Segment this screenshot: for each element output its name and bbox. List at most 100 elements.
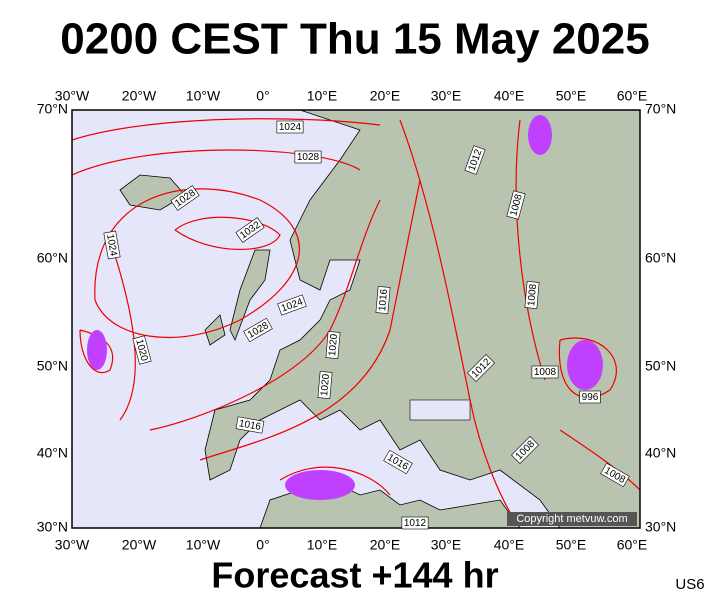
isobar-label: 1008 [531, 365, 559, 379]
isobar-label: 1020 [317, 371, 333, 399]
isobar-label-box [325, 331, 341, 359]
isobar-label-box [235, 217, 265, 243]
latitude-label: 50°N [645, 358, 676, 374]
isobar-label: 1020 [325, 331, 341, 359]
isobar [71, 149, 361, 176]
isobar-label-box [103, 230, 121, 260]
forecast-label: Forecast +144 hr [211, 555, 498, 596]
isobar-label-text: 1020 [327, 333, 340, 357]
model-label: US6 [675, 576, 704, 593]
isobar-label-box [235, 416, 265, 434]
isobar-label-text: 1012 [404, 518, 427, 529]
longitude-label: 20°W [122, 88, 157, 104]
isobar-label-box [464, 145, 486, 175]
isobar [558, 337, 617, 399]
latitude-label: 30°N [37, 519, 68, 535]
copyright: Copyright metvuw.com [516, 513, 627, 525]
longitude-label: 30°W [55, 88, 90, 104]
isobar-label: 1012 [401, 516, 429, 530]
rain-area [567, 340, 603, 390]
isobar-label-box [579, 390, 601, 404]
isobar-label-text: 996 [582, 392, 599, 403]
isobar-label-box [383, 449, 413, 475]
isobar-label-box [531, 365, 559, 379]
latitude-label: 70°N [645, 101, 676, 117]
map-frame [71, 109, 641, 529]
latitude-label: 60°N [645, 250, 676, 266]
isobar-label-text: 1028 [297, 152, 320, 163]
land [119, 109, 641, 529]
isobar [199, 179, 421, 461]
longitude-label: 10°E [307, 88, 338, 104]
longitude-label: 30°W [55, 537, 90, 553]
isobar-label-box [294, 150, 322, 164]
longitude-label: 0° [256, 88, 269, 104]
latitude-label: 40°N [645, 445, 676, 461]
isobar-label-box [375, 286, 391, 314]
longitude-label: 10°W [186, 537, 221, 553]
isobar [71, 118, 381, 141]
isobar-label-box [467, 354, 495, 382]
isobar-label: 1008 [506, 190, 526, 220]
isobar-label-text: 1016 [377, 288, 390, 312]
isobar-label-box [132, 335, 152, 365]
isobar-label-box [524, 281, 540, 309]
isobars [71, 118, 641, 529]
longitude-label: 20°W [122, 537, 157, 553]
isobar-label: 1028 [294, 150, 322, 164]
isobar-label-text: 1024 [279, 122, 302, 133]
isobar-label-box [600, 462, 630, 488]
latitude-label: 30°N [645, 519, 676, 535]
latitude-label: 70°N [37, 101, 68, 117]
copyright-box [507, 512, 637, 526]
longitude-label: 40°E [494, 88, 525, 104]
longitude-label: 10°W [186, 88, 221, 104]
longitude-label: 10°E [307, 537, 338, 553]
isobar-label: 1024 [276, 120, 304, 134]
longitude-label: 0° [256, 537, 269, 553]
isobar [109, 239, 136, 421]
isobar-label-box [511, 436, 539, 464]
isobar-label: 1008 [524, 281, 540, 309]
map: Copyright metvuw.com [71, 109, 641, 529]
isobar-label-box [276, 120, 304, 134]
isobar [559, 429, 641, 491]
europe-asia [204, 109, 641, 529]
isobar [399, 119, 521, 529]
isobar-label-text: 1024 [104, 233, 119, 257]
isobar-label-box [401, 516, 429, 530]
isobar [149, 199, 381, 431]
title: 0200 CEST Thu 15 May 2025 [60, 15, 649, 64]
isobar-label-text: 1008 [526, 283, 539, 307]
isobar-label-text: 1008 [534, 367, 557, 378]
rain-area [87, 330, 107, 370]
longitude-label: 30°E [431, 537, 462, 553]
longitude-label: 60°E [617, 537, 648, 553]
isobar-label: 1020 [132, 335, 152, 365]
longitude-label: 60°E [617, 88, 648, 104]
isobar-label-box [170, 185, 200, 211]
isobar-label-box [243, 317, 273, 343]
rain-area [285, 470, 355, 500]
longitude-label: 50°E [556, 88, 587, 104]
isobar-label-text: 1020 [319, 373, 332, 397]
isobar [94, 188, 300, 338]
latitude-label: 40°N [37, 445, 68, 461]
rain-area [528, 115, 552, 155]
latitude-label: 60°N [37, 250, 68, 266]
isobar-label-box [506, 190, 526, 220]
isobar-label: 1016 [375, 286, 391, 314]
isobar [515, 119, 546, 381]
isobar-label: 996 [579, 390, 601, 404]
isobar-label-text: 1016 [238, 418, 262, 433]
isobar-label: 1016 [235, 416, 265, 434]
isobar-label: 1024 [103, 230, 121, 260]
isobar [279, 466, 391, 496]
black-sea [409, 399, 471, 421]
longitude-label: 40°E [494, 537, 525, 553]
isobar [174, 216, 281, 250]
longitude-label: 50°E [556, 537, 587, 553]
isobar-label-box [277, 294, 307, 316]
longitude-label: 30°E [431, 88, 462, 104]
